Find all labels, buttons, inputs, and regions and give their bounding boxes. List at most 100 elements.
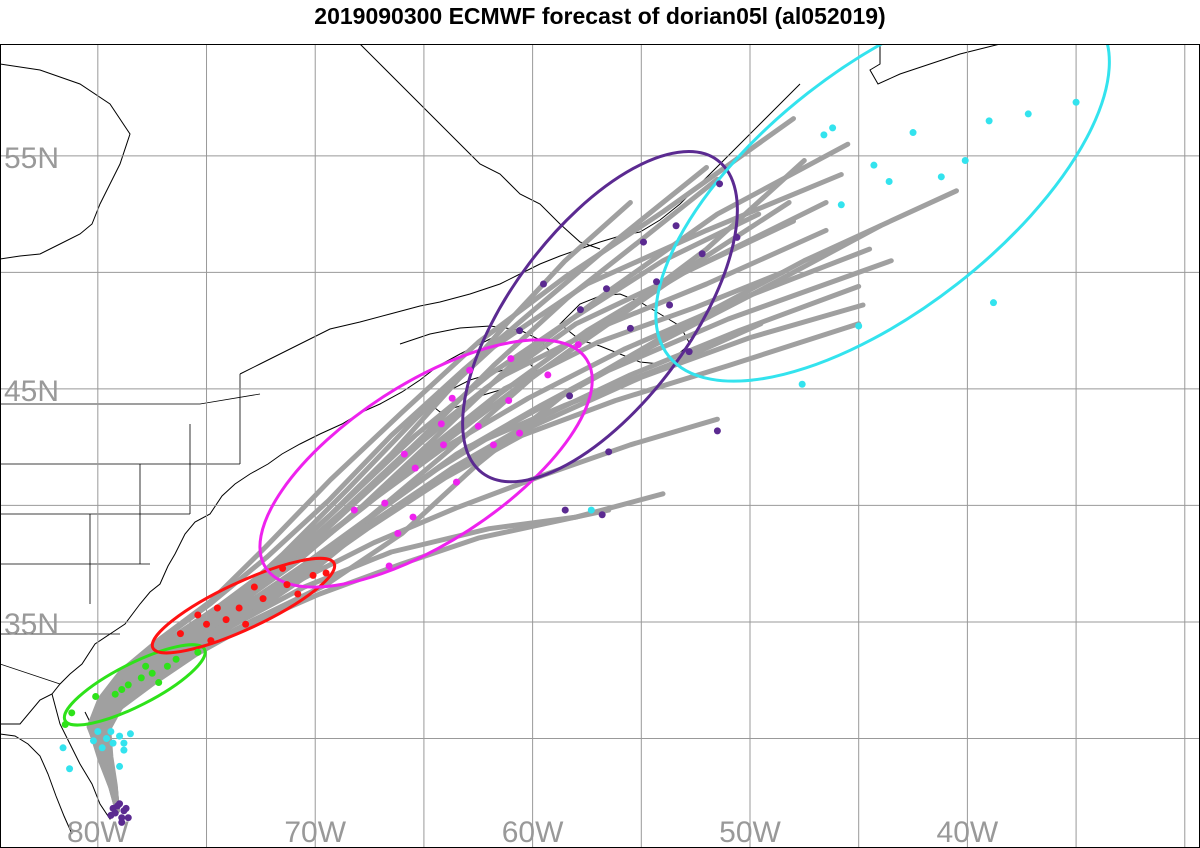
position-day6 — [587, 506, 595, 514]
position-day6 — [829, 124, 837, 132]
map-canvas: 80W 70W 60W 50W 40W 55N 45N 35N — [0, 44, 1200, 848]
position-day6 — [855, 322, 863, 330]
hudson-bay-coast — [0, 63, 131, 260]
position-day3 — [222, 616, 230, 624]
position-day5 — [672, 222, 680, 230]
position-day5 — [561, 506, 569, 514]
position-day3 — [176, 630, 184, 638]
position-day2 — [142, 662, 150, 670]
position-day4 — [474, 422, 482, 430]
position-day4 — [350, 506, 358, 514]
position-day1 — [116, 762, 124, 770]
lon-tick-label: 80W — [67, 816, 129, 848]
position-day3 — [283, 581, 291, 589]
position-day3 — [250, 583, 258, 591]
position-day3 — [194, 611, 202, 619]
position-day5 — [598, 511, 606, 519]
forecast-positions — [59, 98, 1080, 826]
greenland-coast — [869, 44, 1001, 85]
ellipse-day2 — [62, 643, 207, 727]
position-day4 — [489, 441, 497, 449]
position-day5 — [576, 306, 584, 314]
position-day1 — [103, 734, 111, 742]
position-day2 — [124, 681, 132, 689]
position-day5 — [716, 180, 724, 188]
position-day5 — [566, 392, 574, 400]
position-day0 — [118, 818, 126, 826]
position-day2 — [163, 662, 171, 670]
position-day4 — [544, 371, 552, 379]
position-day1 — [120, 746, 128, 754]
position-day2 — [155, 679, 163, 687]
state-borders — [0, 374, 261, 685]
position-day3 — [235, 604, 243, 612]
position-day6 — [985, 117, 993, 125]
position-day3 — [213, 604, 221, 612]
lon-tick-label: 40W — [937, 816, 999, 848]
position-day2 — [118, 686, 126, 694]
position-day3 — [279, 564, 287, 572]
ellipse-day6 — [654, 44, 1111, 383]
position-day5 — [516, 327, 524, 335]
position-day5 — [603, 285, 611, 293]
position-day4 — [439, 441, 447, 449]
position-day3 — [294, 590, 302, 598]
position-day5 — [639, 238, 647, 246]
position-day2 — [92, 693, 100, 701]
position-day5 — [653, 278, 661, 286]
position-day2 — [137, 674, 145, 682]
lon-tick-label: 50W — [719, 816, 781, 848]
position-day6 — [798, 380, 806, 388]
position-day6 — [961, 157, 969, 165]
position-day5 — [685, 348, 693, 356]
gulf-coast — [0, 733, 73, 835]
position-day1 — [66, 765, 74, 773]
position-day5 — [733, 233, 741, 241]
position-day1 — [109, 739, 117, 747]
forecast-map[interactable]: 80W 70W 60W 50W 40W 55N 45N 35N — [0, 44, 1200, 848]
position-day5 — [698, 250, 706, 258]
ellipse-day4 — [258, 338, 594, 589]
position-day2 — [68, 709, 76, 717]
position-day4 — [466, 366, 474, 374]
lat-tick-label: 45N — [4, 375, 59, 408]
position-day4 — [453, 478, 461, 486]
position-day5 — [605, 448, 613, 456]
position-day3 — [207, 637, 215, 645]
position-day4 — [516, 429, 524, 437]
axis-labels: 80W 70W 60W 50W 40W 55N 45N 35N — [4, 142, 999, 848]
position-day4 — [507, 355, 515, 363]
position-day5 — [666, 301, 674, 309]
position-day2 — [172, 655, 180, 663]
position-day6 — [837, 201, 845, 209]
position-day6 — [989, 299, 997, 307]
position-day1 — [120, 739, 128, 747]
position-day4 — [409, 513, 417, 521]
position-day5 — [713, 427, 721, 435]
position-day2 — [61, 720, 69, 728]
position-day1 — [107, 727, 115, 735]
position-day4 — [400, 450, 408, 458]
lat-tick-label: 55N — [4, 142, 59, 175]
ellipse-day3 — [150, 556, 337, 655]
position-day1 — [94, 727, 102, 735]
position-day0 — [120, 807, 128, 815]
position-day6 — [1072, 98, 1080, 106]
position-day4 — [574, 341, 582, 349]
position-day6 — [937, 173, 945, 181]
map-background — [0, 44, 1200, 848]
position-day2 — [194, 648, 202, 656]
position-day3 — [203, 620, 211, 628]
position-day1 — [89, 737, 97, 745]
position-day0 — [107, 811, 115, 819]
position-day2 — [148, 669, 156, 677]
position-day4 — [385, 562, 393, 570]
position-day3 — [242, 620, 250, 628]
position-day6 — [1024, 110, 1032, 118]
ellipse-day5 — [461, 150, 739, 484]
map-title: 2019090300 ECMWF forecast of dorian05l (… — [314, 3, 886, 29]
position-day1 — [59, 744, 67, 752]
position-day4 — [381, 499, 389, 507]
us-east-coast — [0, 333, 501, 725]
position-day0 — [109, 804, 117, 812]
